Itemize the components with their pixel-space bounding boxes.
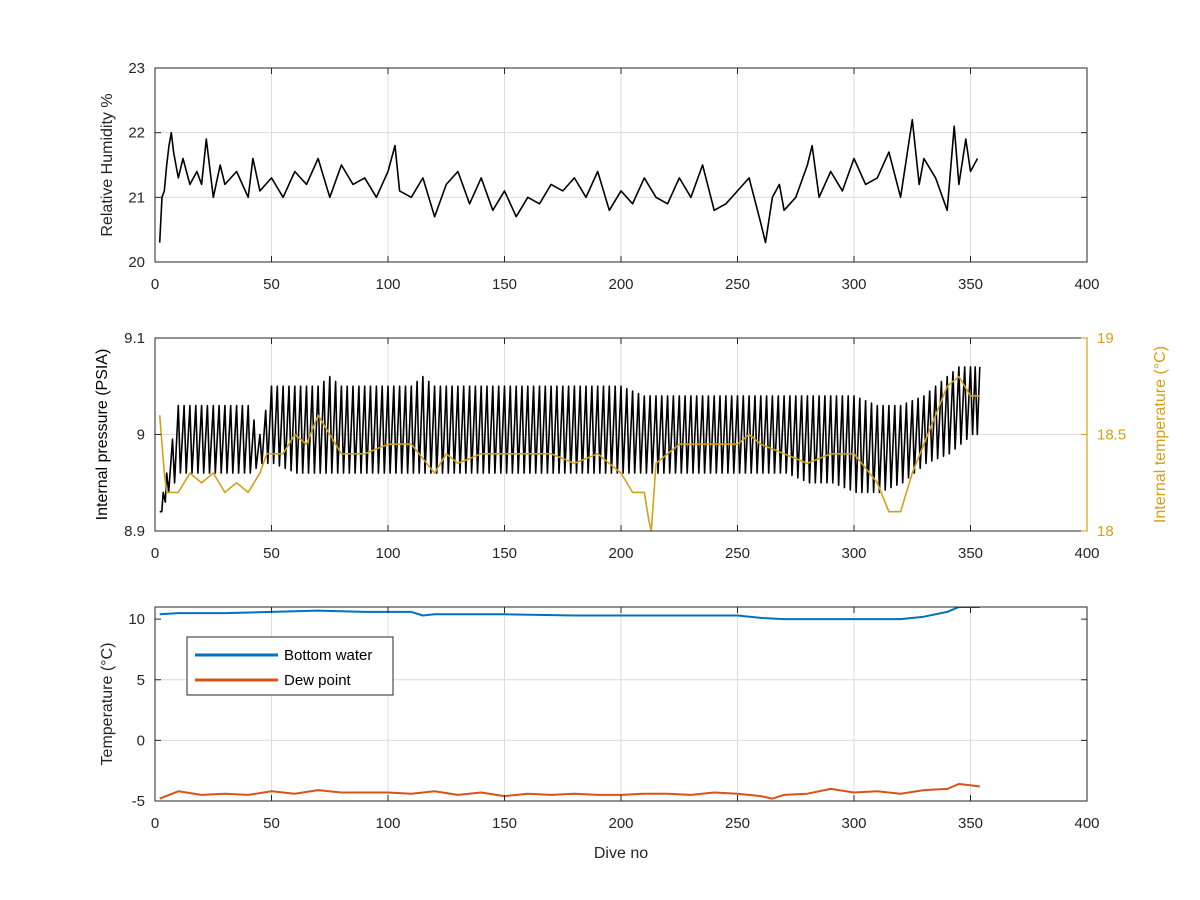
x-tick-label: 50 xyxy=(263,815,280,832)
y-tick-label: 8.9 xyxy=(124,523,145,540)
y-axis-label: Temperature (°C) xyxy=(99,643,116,766)
series-line-2 xyxy=(158,375,980,531)
y-tick-label: 9 xyxy=(137,427,145,444)
series-line-1 xyxy=(159,366,981,513)
x-tick-label: 100 xyxy=(375,276,400,293)
x-tick-label: 0 xyxy=(151,276,159,293)
x-tick-label: 0 xyxy=(151,815,159,832)
x-tick-label: 200 xyxy=(608,276,633,293)
y-tick-label: 21 xyxy=(128,189,145,206)
legend-box xyxy=(186,636,394,696)
y-axis-label: Internal pressure (PSIA) xyxy=(94,349,111,521)
x-tick-label: 350 xyxy=(958,815,983,832)
x-tick-label: 300 xyxy=(841,545,866,562)
x-tick-label: 300 xyxy=(841,815,866,832)
right-y-axis-label: Internal temperature (°C) xyxy=(1152,346,1169,523)
y-tick-label: 9.1 xyxy=(124,330,145,347)
y-tick-label: 5 xyxy=(137,672,145,689)
legend: Bottom water Dew point xyxy=(186,636,394,696)
right-y-tick-label: 19 xyxy=(1097,330,1114,347)
subplot-2: 0 50 100 150 200 250 300 350 400 8.9 9 9.1 18 18.5 19 I… xyxy=(94,330,1169,562)
y-tick-label: -5 xyxy=(132,793,145,810)
subplot-1: 0 50 100 150 200 250 300 350 400 20 21 22 23 Relative… xyxy=(99,60,1100,293)
legend-label: Dew point xyxy=(284,672,352,689)
series-line-dew-point xyxy=(159,783,980,800)
legend-label: Bottom water xyxy=(284,647,372,664)
right-y-tick-label: 18 xyxy=(1097,523,1114,540)
x-tick-label: 200 xyxy=(608,815,633,832)
x-tick-label: 350 xyxy=(958,545,983,562)
y-tick-label: 22 xyxy=(128,125,145,142)
right-y-tick-label: 18.5 xyxy=(1097,427,1126,444)
x-tick-label: 150 xyxy=(492,815,517,832)
x-tick-label: 250 xyxy=(725,276,750,293)
y-tick-label: 23 xyxy=(128,60,145,77)
x-tick-label: 50 xyxy=(263,276,280,293)
x-tick-label: 100 xyxy=(375,815,400,832)
x-tick-label: 150 xyxy=(492,545,517,562)
x-tick-label: 250 xyxy=(725,815,750,832)
x-tick-label: 0 xyxy=(151,545,159,562)
y-tick-label: 20 xyxy=(128,254,145,271)
y-tick-label: 0 xyxy=(137,732,145,749)
series-line-1 xyxy=(158,118,979,244)
x-axis-label: Dive no xyxy=(594,845,648,862)
series-line-bottom-water xyxy=(159,607,980,621)
x-tick-label: 200 xyxy=(608,545,633,562)
x-tick-label: 50 xyxy=(263,545,280,562)
x-tick-label: 400 xyxy=(1074,276,1099,293)
y-tick-label: 10 xyxy=(128,611,145,628)
x-tick-label: 350 xyxy=(958,276,983,293)
x-tick-label: 400 xyxy=(1074,815,1099,832)
x-tick-label: 300 xyxy=(841,276,866,293)
subplot-3: 0 50 100 150 200 250 300 350 400 -5 0 5 10 Temperatur… xyxy=(99,606,1100,862)
x-tick-label: 400 xyxy=(1074,545,1099,562)
x-tick-label: 250 xyxy=(725,545,750,562)
y-axis-label: Relative Humidity % xyxy=(99,93,116,236)
x-tick-label: 100 xyxy=(375,545,400,562)
x-tick-label: 150 xyxy=(492,276,517,293)
